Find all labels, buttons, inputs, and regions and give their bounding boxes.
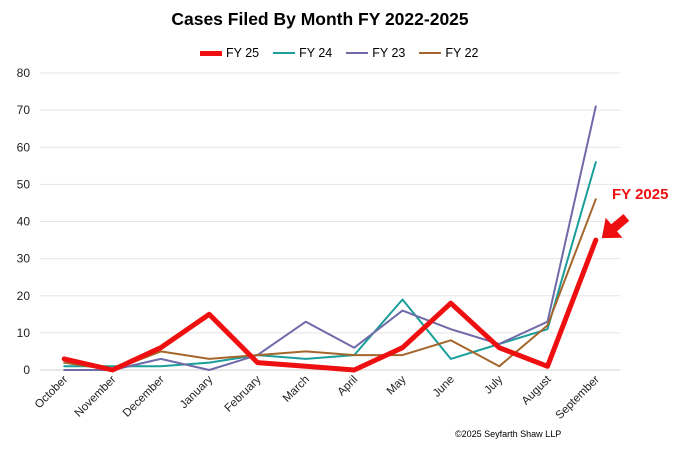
legend-item-fy22: FY 22 [419, 46, 479, 60]
legend-item-fy24: FY 24 [273, 46, 332, 60]
x-tick-label-may: May [385, 373, 409, 397]
legend: FY 25 FY 24 FY 23 FY 22 [200, 44, 493, 62]
series-line-fy25 [61, 237, 599, 373]
y-tick-label: 40 [17, 215, 31, 229]
series-line-fy24 [63, 161, 597, 368]
legend-swatch-fy24 [273, 52, 296, 54]
chart-title: Cases Filed By Month FY 2022-2025 [171, 9, 469, 29]
legend-swatch-fy22 [419, 52, 442, 54]
x-tick-label-february: February [223, 373, 264, 414]
y-tick-label: 50 [17, 177, 31, 191]
legend-swatch-fy25 [200, 50, 222, 56]
x-tick-label-november: November [73, 374, 119, 420]
series-line-fy23 [63, 105, 597, 371]
x-tick-label-june: June [431, 374, 457, 400]
x-tick-label-august: August [520, 373, 554, 407]
series-line-fy22 [63, 198, 597, 371]
x-tick-label-january: January [178, 373, 216, 411]
legend-label-fy22: FY 22 [445, 46, 479, 60]
legend-item-fy23: FY 23 [346, 46, 405, 60]
x-tick-label-april: April [336, 374, 361, 399]
legend-swatch-fy23 [346, 52, 369, 54]
x-tick-label-july: July [482, 373, 505, 396]
y-tick-label: 60 [17, 140, 31, 154]
x-tick-label-march: March [281, 374, 312, 405]
legend-label-fy25: FY 25 [226, 46, 260, 60]
x-tick-label-september: September [554, 374, 602, 422]
y-tick-label: 70 [17, 103, 31, 117]
copyright-credit: ©2025 Seyfarth Shaw LLP [455, 429, 562, 439]
legend-label-fy24: FY 24 [299, 46, 333, 60]
y-tick-label: 20 [17, 289, 31, 303]
legend-label-fy23: FY 23 [372, 46, 406, 60]
y-tick-label: 10 [17, 326, 31, 340]
x-tick-label-december: December [121, 374, 167, 420]
y-tick-label: 30 [17, 252, 31, 266]
y-tick-label: 80 [17, 66, 31, 80]
y-tick-label: 0 [23, 363, 30, 377]
annotation-arrow-icon [601, 214, 630, 239]
x-tick-label-october: October [33, 374, 71, 412]
legend-item-fy25: FY 25 [200, 46, 259, 60]
fy2025-annotation-label: FY 2025 [612, 186, 669, 203]
